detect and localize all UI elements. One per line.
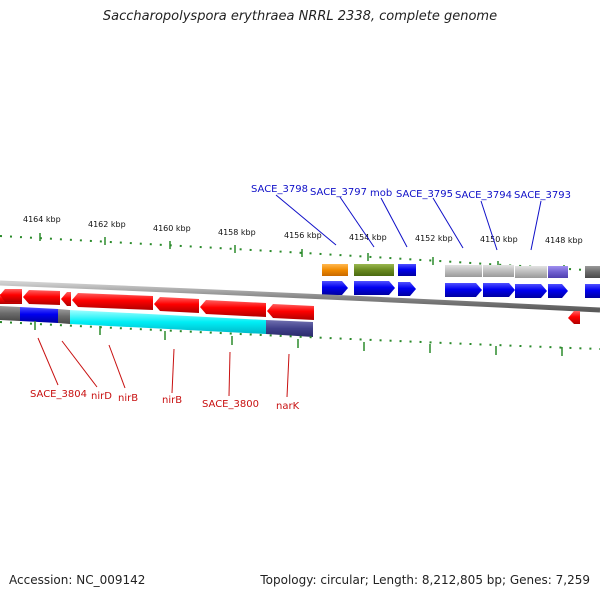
gene-label[interactable]: SACE_3804	[30, 389, 87, 400]
forward-gene-arrow[interactable]	[354, 281, 395, 295]
reverse-gene-arrow[interactable]	[200, 300, 266, 317]
gene-label[interactable]: mob	[370, 188, 392, 199]
gene-feature[interactable]	[70, 310, 266, 334]
reverse-gene-arrow[interactable]	[72, 293, 153, 310]
gene-feature[interactable]	[266, 320, 313, 337]
gene-feature[interactable]	[0, 306, 20, 321]
forward-gene-arrow[interactable]	[398, 282, 416, 296]
forward-gene-arrow[interactable]	[585, 284, 600, 298]
genome-axis	[0, 280, 600, 313]
kbp-label: 4148 kbp	[545, 236, 583, 245]
forward-gene-arrow[interactable]	[548, 284, 568, 298]
kbp-label: 4164 kbp	[23, 215, 61, 224]
kbp-labels: 4164 kbp 4162 kbp 4160 kbp 4158 kbp 4156…	[23, 215, 583, 245]
kbp-label: 4152 kbp	[415, 234, 453, 243]
gene-label[interactable]: SACE_3793	[514, 190, 571, 201]
gene-label[interactable]: SACE_3794	[455, 190, 512, 201]
forward-gene-arrow[interactable]	[322, 281, 348, 295]
kbp-label: 4160 kbp	[153, 224, 191, 233]
gene-feature[interactable]	[354, 264, 394, 276]
gene-feature[interactable]	[548, 266, 568, 278]
reverse-feature-track	[0, 306, 313, 337]
top-leader-lines	[275, 194, 542, 251]
gene-feature[interactable]	[445, 265, 482, 277]
forward-gene-arrow[interactable]	[515, 284, 547, 298]
reverse-gene-arrow[interactable]	[568, 311, 580, 324]
gene-label[interactable]: SACE_3800	[202, 399, 259, 410]
bottom-leader-lines	[37, 337, 290, 398]
gene-label[interactable]: SACE_3795	[396, 189, 453, 200]
gene-feature[interactable]	[20, 307, 58, 323]
gene-feature[interactable]	[483, 265, 514, 277]
genome-summary-text: Topology: circular; Length: 8,212,805 bp…	[260, 573, 590, 587]
reverse-gene-arrow[interactable]	[23, 290, 60, 305]
gene-feature[interactable]	[322, 264, 348, 276]
gene-feature[interactable]	[515, 266, 547, 278]
gene-feature[interactable]	[58, 309, 70, 324]
kbp-label: 4156 kbp	[284, 231, 322, 240]
kbp-label: 4150 kbp	[480, 235, 518, 244]
forward-gene-track	[322, 281, 600, 298]
kbp-label: 4162 kbp	[88, 220, 126, 229]
forward-gene-arrow[interactable]	[483, 283, 515, 297]
inner-tick-ring	[0, 321, 600, 356]
reverse-gene-track	[0, 289, 580, 324]
gene-label[interactable]: SACE_3798	[251, 184, 308, 195]
gene-feature[interactable]	[398, 264, 416, 276]
gene-label[interactable]: nirB	[118, 393, 138, 404]
forward-feature-track	[322, 264, 600, 278]
map-title: Saccharopolyspora erythraea NRRL 2338, c…	[102, 9, 498, 24]
gene-label[interactable]: nirB	[162, 395, 182, 406]
reverse-gene-arrow[interactable]	[267, 304, 314, 320]
kbp-label: 4158 kbp	[218, 228, 256, 237]
top-gene-labels: SACE_3798 SACE_3797 mob SACE_3795 SACE_3…	[251, 184, 571, 201]
forward-gene-arrow[interactable]	[445, 283, 482, 297]
gene-label[interactable]: SACE_3797	[310, 187, 367, 198]
gene-label[interactable]: nirD	[91, 391, 112, 402]
accession-text: Accession: NC_009142	[9, 573, 146, 587]
reverse-gene-arrow[interactable]	[61, 292, 71, 306]
gene-feature[interactable]	[585, 266, 600, 278]
gene-label[interactable]: narK	[276, 401, 300, 412]
reverse-gene-arrow[interactable]	[0, 289, 22, 302]
bottom-gene-labels: SACE_3804 nirD nirB nirB SACE_3800 narK	[30, 389, 300, 412]
reverse-gene-arrow[interactable]	[154, 297, 199, 313]
